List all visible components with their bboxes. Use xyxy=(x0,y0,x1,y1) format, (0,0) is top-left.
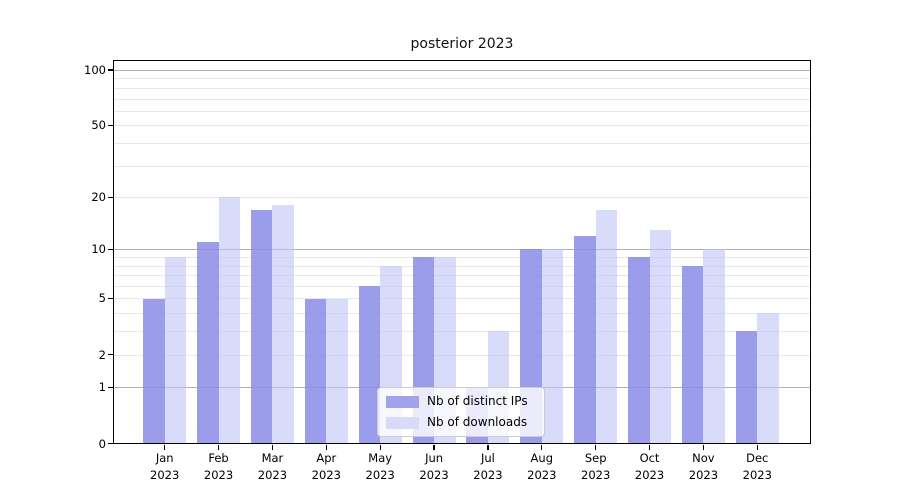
y-tick-mark xyxy=(108,442,113,445)
gridline-major xyxy=(114,249,810,251)
bar-distinct-ips-mar xyxy=(250,209,273,443)
x-tick-label-may: May 2023 xyxy=(365,451,395,482)
gridline-minor xyxy=(114,125,810,127)
chart-title: posterior 2023 xyxy=(410,36,514,52)
gridline-minor xyxy=(114,142,810,144)
y-tick-label: 100 xyxy=(84,62,106,77)
y-tick-label: 0 xyxy=(98,436,106,451)
bar-distinct-ips-apr xyxy=(304,298,327,443)
bar-downloads-dec xyxy=(757,313,779,443)
legend-item-downloads: Nb of downloads xyxy=(386,414,536,431)
x-tick-label-apr: Apr 2023 xyxy=(311,451,341,482)
x-tick-label-nov: Nov 2023 xyxy=(688,451,719,482)
y-tick-label: 5 xyxy=(98,291,106,306)
gridline-minor xyxy=(114,197,810,199)
x-tick-mark xyxy=(271,444,274,450)
gridline-minor xyxy=(114,331,810,333)
gridline-minor xyxy=(114,165,810,167)
bar-downloads-feb xyxy=(218,197,241,443)
x-tick-mark xyxy=(379,444,381,450)
y-tick-mark xyxy=(108,124,113,126)
legend-item-distinct-ips: Nb of distinct IPs xyxy=(386,393,536,410)
gridline-minor xyxy=(114,78,810,80)
gridline-minor xyxy=(114,265,810,267)
gridline-minor xyxy=(114,110,810,112)
bar-downloads-jan xyxy=(164,257,187,443)
bar-distinct-ips-jan xyxy=(143,298,165,443)
y-tick-mark xyxy=(108,297,113,300)
y-tick-mark xyxy=(108,248,113,251)
gridline-minor xyxy=(114,286,810,288)
legend-swatch-distinct-ips xyxy=(386,395,419,408)
x-tick-mark xyxy=(325,444,327,450)
y-tick-mark xyxy=(108,196,113,198)
y-tick-label: 1 xyxy=(98,380,106,395)
x-tick-mark xyxy=(756,444,758,450)
gridline-minor xyxy=(114,257,810,259)
legend-label-distinct-ips: Nb of distinct IPs xyxy=(427,394,528,408)
legend-swatch-downloads xyxy=(386,416,419,429)
x-tick-mark xyxy=(541,444,543,450)
x-tick-mark xyxy=(433,444,435,450)
legend-label-downloads: Nb of downloads xyxy=(427,415,528,429)
bar-distinct-ips-nov xyxy=(681,265,704,443)
gridline-minor xyxy=(114,298,810,300)
bar-downloads-aug xyxy=(541,249,564,443)
gridline-minor xyxy=(114,354,810,356)
x-tick-mark xyxy=(487,444,489,450)
bar-downloads-mar xyxy=(272,205,294,443)
bar-downloads-sep xyxy=(595,209,618,443)
y-tick-label: 2 xyxy=(98,347,106,362)
legend: Nb of distinct IPs Nb of downloads xyxy=(377,387,545,437)
x-tick-mark xyxy=(217,444,220,450)
x-tick-mark xyxy=(702,444,704,450)
x-tick-mark xyxy=(648,444,651,450)
x-tick-label-jan: Jan 2023 xyxy=(150,451,180,482)
gridline-minor xyxy=(114,87,810,89)
bar-distinct-ips-sep xyxy=(574,235,596,443)
bar-distinct-ips-oct xyxy=(628,257,650,443)
x-tick-mark xyxy=(595,444,597,450)
bar-downloads-apr xyxy=(326,298,348,443)
y-tick-mark xyxy=(108,386,113,388)
gridline-major xyxy=(114,69,810,71)
x-tick-label-mar: Mar 2023 xyxy=(257,451,288,482)
gridline-minor xyxy=(114,313,810,315)
bar-downloads-oct xyxy=(649,229,672,443)
y-tick-mark xyxy=(108,69,113,71)
y-tick-label: 50 xyxy=(91,118,106,133)
x-tick-label-oct: Oct 2023 xyxy=(634,451,665,482)
bar-distinct-ips-feb xyxy=(197,242,219,443)
gridline-minor xyxy=(114,98,810,100)
bar-distinct-ips-may xyxy=(358,286,381,443)
bar-downloads-nov xyxy=(703,249,725,443)
y-tick-label: 10 xyxy=(91,242,106,257)
x-tick-label-feb: Feb 2023 xyxy=(203,451,234,482)
x-tick-label-sep: Sep 2023 xyxy=(581,451,611,482)
plot-area xyxy=(113,60,811,444)
y-tick-mark xyxy=(108,353,113,356)
x-tick-label-jul: Jul 2023 xyxy=(473,451,503,482)
x-tick-mark xyxy=(164,444,166,450)
x-tick-label-dec: Dec 2023 xyxy=(742,451,772,482)
gridline-minor xyxy=(114,275,810,277)
bar-distinct-ips-dec xyxy=(735,331,758,443)
x-tick-label-aug: Aug 2023 xyxy=(527,451,557,482)
x-tick-label-jun: Jun 2023 xyxy=(419,451,449,482)
y-tick-label: 20 xyxy=(91,190,106,205)
